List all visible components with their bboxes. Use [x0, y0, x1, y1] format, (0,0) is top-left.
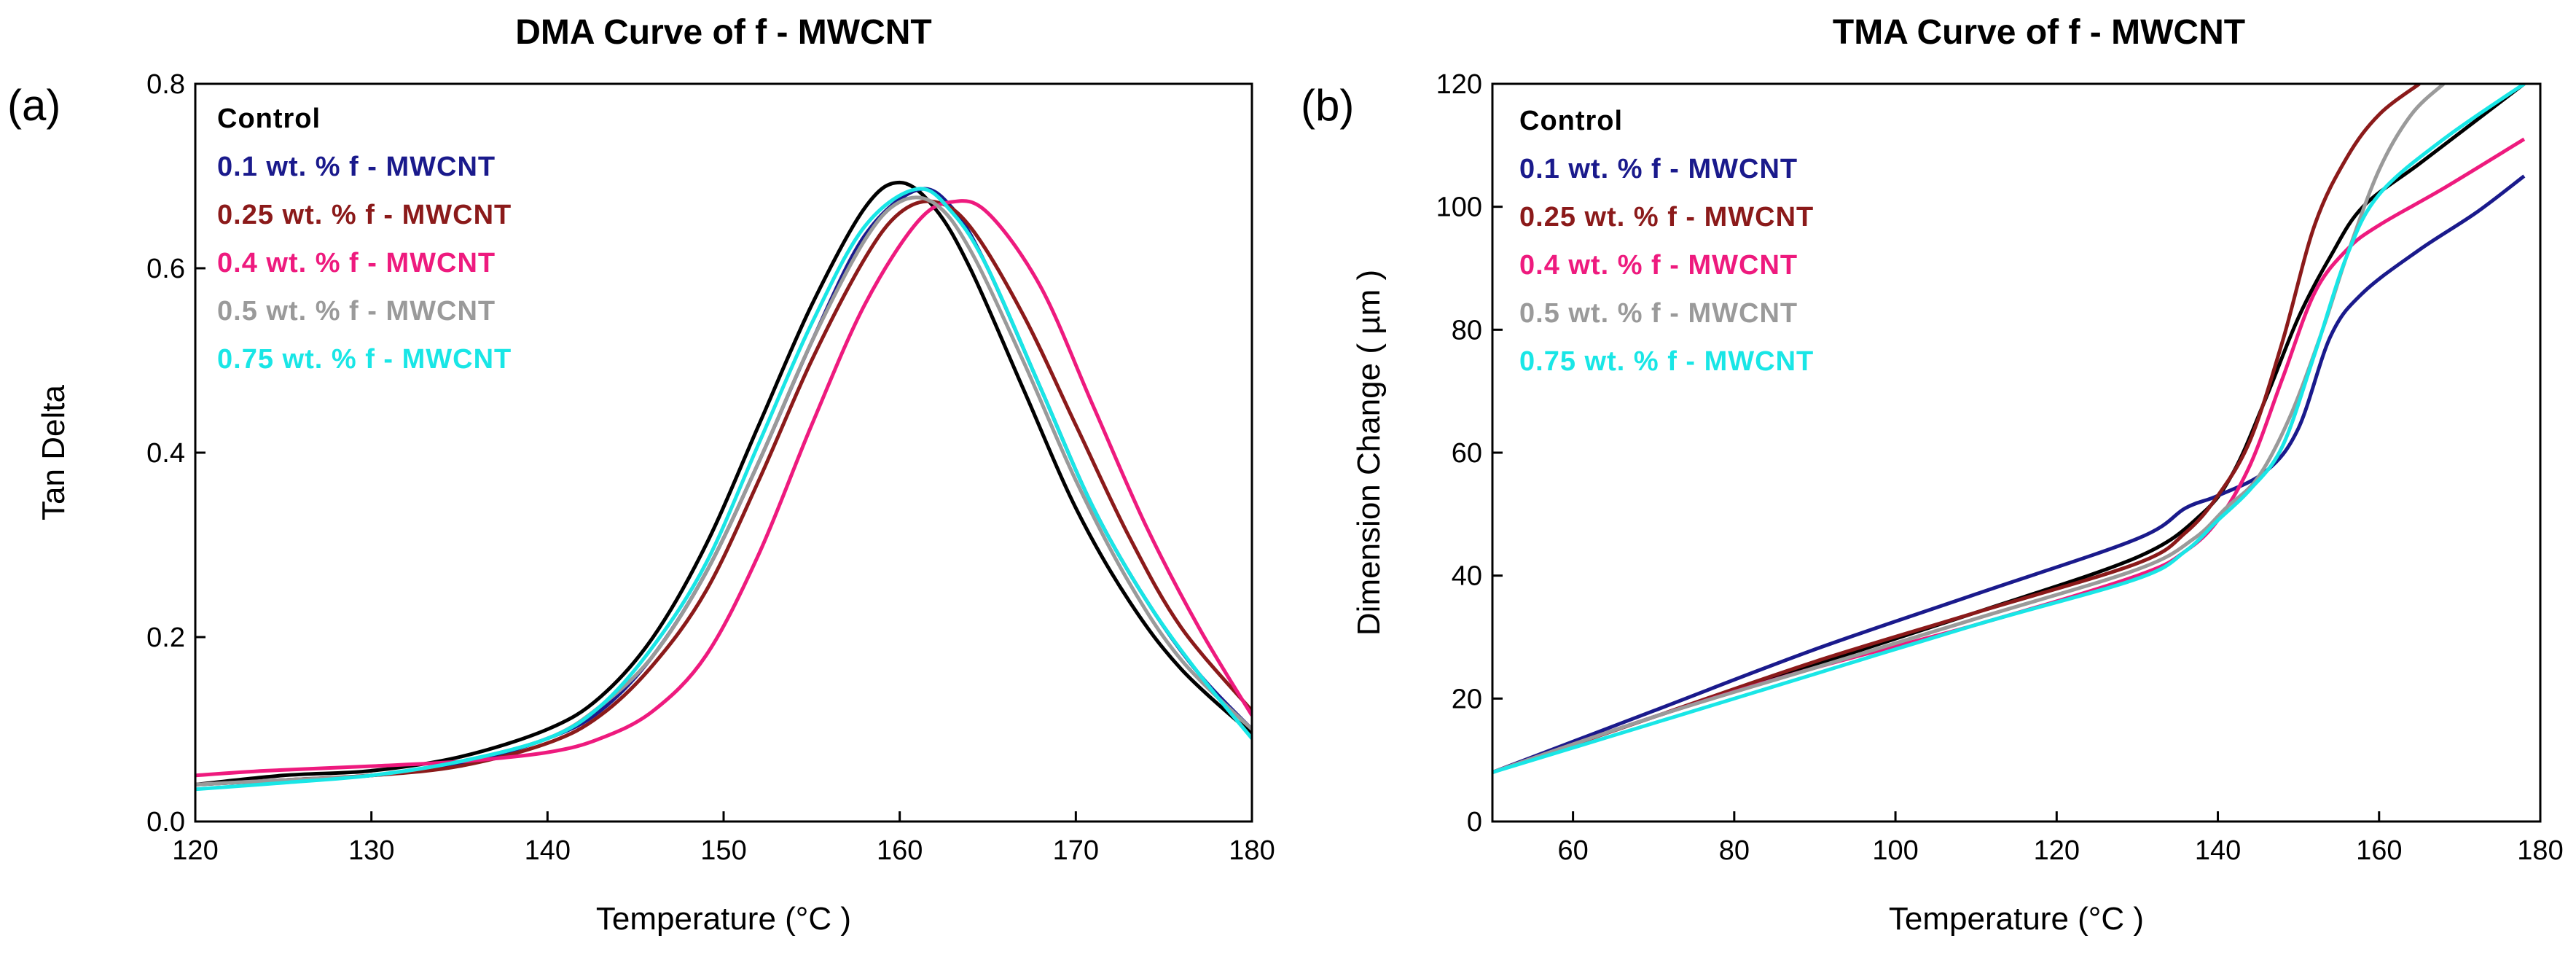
tma-plot-frame — [1491, 82, 2542, 823]
tma-x-tick-label: 120 — [2034, 835, 2080, 866]
dma-y-tick-label: 0.8 — [146, 69, 185, 100]
tma-y-tick-label: 0 — [1467, 807, 1482, 838]
tma-legend-entry-3: 0.4 wt. % f - MWCNT — [1519, 250, 1798, 281]
tma-tick-labels: 60 80 100 120 140 160 180 0 20 40 60 80 100 120 — [1436, 69, 2564, 866]
dma-x-tick-label: 170 — [1053, 835, 1099, 866]
dma-axes — [194, 82, 1253, 823]
dma-legend-entry-1: 0.1 wt. % f - MWCNT — [217, 152, 496, 182]
dma-y-tick-label: 0.4 — [146, 438, 185, 469]
tma-y-tick-label: 80 — [1452, 315, 1482, 346]
dma-tick-labels: 120 130 140 150 160 170 180 0.0 0.2 0.4 0.6 0.8 — [146, 69, 1275, 866]
tma-series-line-5 — [1492, 84, 2526, 774]
dma-series-line-3 — [195, 199, 1252, 778]
dma-legend-entry-3: 0.4 wt. % f - MWCNT — [217, 248, 496, 278]
tma-legend-entry-4: 0.5 wt. % f - MWCNT — [1519, 298, 1798, 329]
dma-y-axis-label: Tan Delta — [36, 385, 71, 520]
tma-legend-entry-5: 0.75 wt. % f - MWCNT — [1519, 346, 1814, 377]
tma-legend-entry-1: 0.1 wt. % f - MWCNT — [1519, 154, 1798, 184]
tma-panel-label: (b) — [1301, 81, 1354, 130]
tma-chart: TMA Curve of f - MWCNT (b) 60 80 100 120 140… — [1301, 13, 2564, 937]
dma-x-tick-label: 160 — [877, 835, 923, 866]
tma-y-tick-label: 60 — [1452, 438, 1482, 469]
dma-x-tick-label: 150 — [700, 835, 746, 866]
tma-series-line-3 — [1492, 137, 2526, 774]
tma-legend-entry-0: Control — [1519, 106, 1623, 136]
tma-x-tick-label: 100 — [1872, 835, 1918, 866]
dma-x-tick-label: 140 — [525, 835, 571, 866]
dma-legend-entry-0: Control — [217, 104, 321, 134]
dma-chart-title: DMA Curve of f - MWCNT — [515, 13, 931, 52]
tma-x-tick-label: 60 — [1557, 835, 1588, 866]
tma-series-line-2 — [1492, 84, 2421, 774]
dma-legend-entry-2: 0.25 wt. % f - MWCNT — [217, 200, 512, 230]
tma-x-tick-label: 160 — [2356, 835, 2402, 866]
dma-series-line-5 — [195, 187, 1252, 792]
dma-x-tick-label: 180 — [1229, 835, 1275, 866]
dma-y-tick-label: 0.0 — [146, 807, 185, 838]
tma-x-tick-label: 140 — [2195, 835, 2241, 866]
tma-x-axis-label: Temperature (°C ) — [1889, 901, 2144, 937]
dma-y-tick-label: 0.6 — [146, 254, 185, 284]
dma-legend: Control 0.1 wt. % f - MWCNT 0.25 wt. % f -… — [217, 104, 512, 375]
tma-legend: Control 0.1 wt. % f - MWCNT 0.25 wt. % f -… — [1519, 106, 1814, 377]
dma-series-group — [195, 180, 1252, 792]
dma-chart: DMA Curve of f - MWCNT (a) 120 130 140 150 1… — [7, 13, 1275, 937]
tma-series-line-1 — [1492, 174, 2526, 774]
dma-series-line-4 — [195, 195, 1252, 787]
dma-y-tick-label: 0.2 — [146, 623, 185, 653]
tma-legend-entry-2: 0.25 wt. % f - MWCNT — [1519, 202, 1814, 233]
tma-y-tick-label: 40 — [1452, 561, 1482, 592]
dma-x-axis-label: Temperature (°C ) — [596, 901, 851, 937]
dma-plot-frame — [194, 82, 1253, 823]
tma-x-tick-label: 80 — [1719, 835, 1750, 866]
tma-series-line-0 — [1492, 84, 2526, 774]
dma-x-tick-label: 120 — [172, 835, 218, 866]
tma-series-line-4 — [1492, 84, 2446, 774]
dma-panel-label: (a) — [7, 81, 60, 130]
tma-chart-title: TMA Curve of f - MWCNT — [1833, 13, 2245, 52]
dma-legend-entry-4: 0.5 wt. % f - MWCNT — [217, 296, 496, 327]
tma-y-axis-label: Dimension Change ( µm ) — [1351, 270, 1387, 636]
tma-y-tick-label: 20 — [1452, 684, 1482, 714]
tma-x-tick-label: 180 — [2517, 835, 2563, 866]
dma-series-line-0 — [195, 180, 1252, 787]
tma-series-group — [1492, 84, 2526, 774]
tma-y-tick-label: 100 — [1436, 192, 1482, 223]
dma-series-line-2 — [195, 199, 1252, 787]
dma-legend-entry-5: 0.75 wt. % f - MWCNT — [217, 344, 512, 375]
dma-x-tick-label: 130 — [348, 835, 394, 866]
tma-y-tick-label: 120 — [1436, 69, 1482, 100]
